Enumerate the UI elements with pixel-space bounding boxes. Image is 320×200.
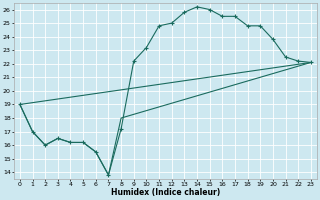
X-axis label: Humidex (Indice chaleur): Humidex (Indice chaleur) (111, 188, 220, 197)
